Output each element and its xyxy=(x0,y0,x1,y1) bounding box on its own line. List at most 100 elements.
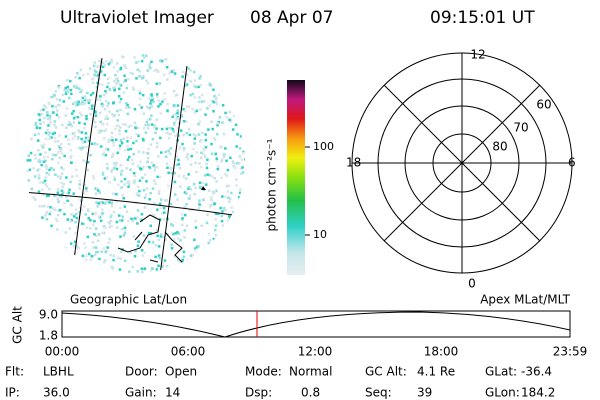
pixel xyxy=(33,153,37,157)
pixel xyxy=(131,72,135,76)
pixel xyxy=(137,165,140,168)
pixel xyxy=(50,136,53,139)
pixel xyxy=(213,138,217,141)
pixel xyxy=(91,104,94,107)
pixel xyxy=(83,242,86,245)
pixel xyxy=(124,123,127,126)
pixel xyxy=(208,189,211,192)
pixel xyxy=(76,72,79,75)
pixel xyxy=(94,234,98,237)
pixel xyxy=(151,123,154,126)
pixel xyxy=(109,219,113,223)
mlt-label: 6 xyxy=(568,156,576,170)
pixel xyxy=(199,84,202,87)
pixel xyxy=(123,205,127,208)
pixel xyxy=(99,111,102,115)
pixel xyxy=(219,145,222,148)
pixel xyxy=(156,166,159,169)
pixel xyxy=(61,193,64,196)
pixel xyxy=(224,208,227,212)
pixel xyxy=(209,203,213,207)
info-value: -36.4 xyxy=(521,365,552,379)
pixel xyxy=(141,254,144,257)
pixel xyxy=(111,154,114,158)
pixel xyxy=(112,152,115,156)
pixel xyxy=(162,206,166,210)
pixel xyxy=(95,227,98,230)
pixel xyxy=(80,113,83,117)
pixel xyxy=(118,268,122,271)
info-value: 0.8 xyxy=(301,386,320,400)
pixel xyxy=(69,203,73,206)
timeline-x-tick: 12:00 xyxy=(298,345,333,359)
pixel xyxy=(195,109,198,113)
pixel xyxy=(214,234,218,237)
pixel xyxy=(154,244,158,247)
pixel xyxy=(90,107,94,110)
pixel xyxy=(211,190,215,194)
pixel xyxy=(159,206,162,210)
pixel xyxy=(97,205,100,208)
pixel xyxy=(206,158,209,161)
pixel xyxy=(228,118,231,121)
pixel xyxy=(216,167,219,171)
pixel xyxy=(119,186,123,189)
pixel xyxy=(214,101,218,104)
pixel xyxy=(200,224,203,227)
pixel xyxy=(165,162,169,166)
pixel xyxy=(136,68,140,72)
pixel xyxy=(42,121,46,124)
pixel xyxy=(194,111,197,114)
pixel xyxy=(63,212,66,216)
pixel xyxy=(69,242,73,245)
pixel xyxy=(182,250,186,254)
coastline xyxy=(117,214,201,273)
pixel xyxy=(110,203,113,206)
pixel xyxy=(86,168,90,172)
pixel xyxy=(145,121,149,124)
pixel xyxy=(57,85,61,88)
pixel xyxy=(132,235,136,238)
pixel xyxy=(67,191,70,194)
pixel xyxy=(56,197,59,201)
pixel xyxy=(197,123,200,126)
pixel xyxy=(101,153,105,156)
pixel xyxy=(100,83,104,87)
pixel xyxy=(129,71,133,75)
pixel xyxy=(180,114,183,118)
pixel xyxy=(96,234,99,238)
pixel xyxy=(112,162,116,165)
pixel xyxy=(26,159,29,162)
image-disk xyxy=(26,54,245,273)
pixel xyxy=(73,134,77,138)
pixel xyxy=(183,229,186,232)
pixel xyxy=(160,151,163,154)
pixel xyxy=(204,133,207,136)
pixel xyxy=(95,187,99,190)
pixel xyxy=(133,255,137,258)
pixel xyxy=(186,153,189,156)
pixel xyxy=(44,164,48,167)
pixel xyxy=(101,201,104,204)
pixel xyxy=(113,88,116,91)
pixel xyxy=(62,168,65,171)
pixel xyxy=(176,133,179,136)
pixel xyxy=(60,181,63,185)
pixel xyxy=(44,137,48,141)
pixel xyxy=(107,241,110,245)
pixel xyxy=(102,247,106,250)
pixel xyxy=(72,215,76,218)
pixel xyxy=(174,134,177,138)
pixel xyxy=(160,60,164,63)
pixel xyxy=(87,252,91,256)
timeline-x-tick: 18:00 xyxy=(424,345,459,359)
pixel xyxy=(41,193,45,196)
pixel xyxy=(153,179,156,182)
pixel xyxy=(187,186,191,189)
pixel xyxy=(163,92,166,95)
pixel xyxy=(120,138,123,142)
pixel xyxy=(104,89,107,93)
pixel xyxy=(197,85,201,89)
pixel xyxy=(135,61,138,64)
pixel xyxy=(73,240,77,244)
